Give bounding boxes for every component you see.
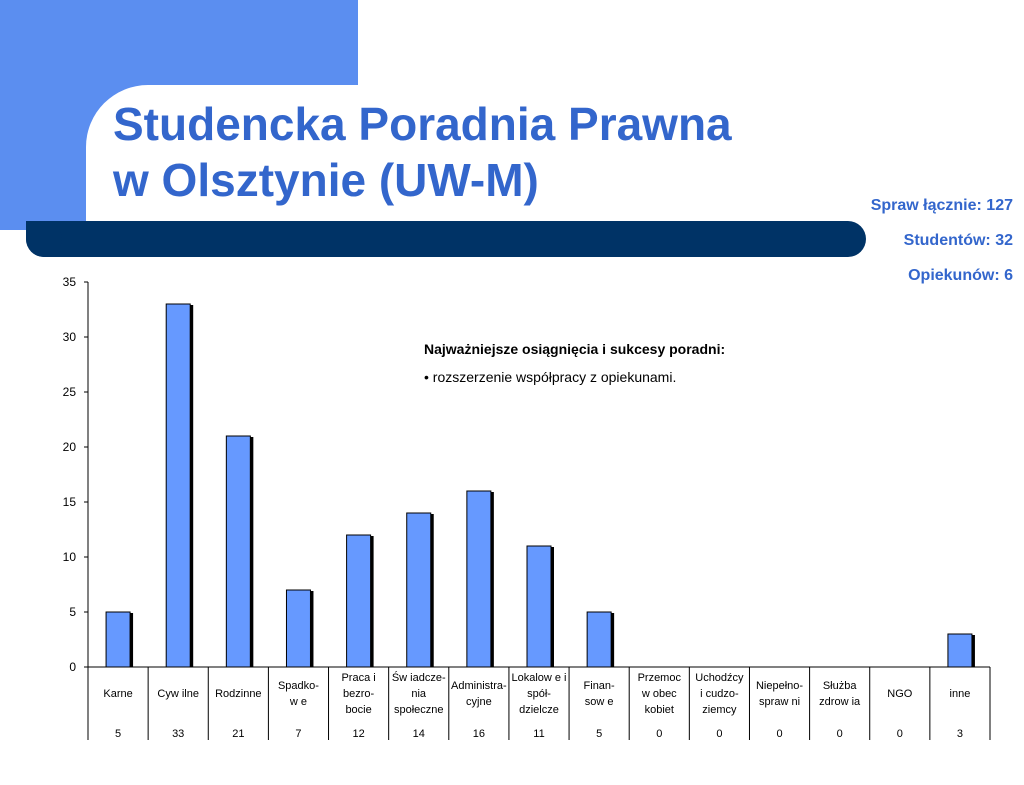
- stat-students: Studentów: 32: [903, 232, 1013, 249]
- data-table-value: 0: [716, 728, 722, 740]
- data-table-value: 12: [352, 728, 364, 740]
- bar: [346, 534, 372, 668]
- data-table-value: 16: [473, 728, 485, 740]
- category-label: zdrow ia: [819, 696, 861, 708]
- category-label: Spadko-: [278, 680, 319, 692]
- bar: [165, 303, 191, 668]
- y-tick-label: 5: [69, 605, 76, 619]
- category-label: cyjne: [466, 696, 492, 708]
- y-tick-label: 15: [63, 495, 77, 509]
- category-label: Karne: [103, 688, 132, 700]
- bar: [406, 512, 432, 668]
- stat-cases: Spraw łącznie: 127: [870, 197, 1013, 214]
- slide-title-line-1: Studencka Poradnia Prawna: [113, 98, 732, 150]
- y-tick-label: 20: [63, 440, 77, 454]
- category-label: spraw ni: [759, 696, 800, 708]
- category-label: Cyw ilne: [157, 688, 199, 700]
- category-label: nia: [411, 688, 427, 700]
- achievements-note: Najważniejsze osiągnięcia i sukcesy pora…: [424, 339, 725, 387]
- category-label: bocie: [345, 704, 371, 716]
- stats-box: Spraw łącznie: 127 Studentów: 32 Opiekun…: [871, 194, 1013, 299]
- category-label: Finan-: [584, 680, 616, 692]
- category-label: Administra-: [451, 680, 507, 692]
- data-table-value: 21: [232, 728, 244, 740]
- y-tick-label: 10: [63, 550, 77, 564]
- y-tick-label: 0: [69, 660, 76, 674]
- bar: [526, 545, 552, 668]
- achievements-item: • rozszerzenie współpracy z opiekunami.: [424, 369, 677, 385]
- bar: [466, 490, 492, 668]
- category-label: Praca i: [341, 672, 375, 684]
- category-label: Przemoc: [638, 672, 682, 684]
- data-table-value: 33: [172, 728, 184, 740]
- bar: [225, 435, 251, 668]
- y-tick-label: 35: [63, 275, 77, 289]
- data-table-value: 7: [295, 728, 301, 740]
- stat-supervisors: Opiekunów: 6: [908, 267, 1013, 284]
- category-label: w obec: [641, 688, 677, 700]
- category-label: Niepełno-: [756, 680, 803, 692]
- bar: [586, 611, 612, 668]
- category-label: Uchodźcy: [695, 672, 744, 684]
- category-label: Służba: [823, 680, 858, 692]
- data-table-value: 5: [115, 728, 121, 740]
- category-label: bezro-: [343, 688, 375, 700]
- data-table-value: 14: [413, 728, 425, 740]
- category-label: kobiet: [645, 704, 674, 716]
- slide-title: Studencka Poradnia Prawna w Olsztynie (U…: [113, 96, 732, 208]
- category-label: NGO: [887, 688, 913, 700]
- category-label: dzielcze: [519, 704, 559, 716]
- y-tick-label: 25: [63, 385, 77, 399]
- data-table-value: 11: [533, 728, 544, 740]
- bar: [947, 633, 973, 668]
- category-label: i cudzo-: [700, 688, 739, 700]
- category-label: ziemcy: [702, 704, 737, 716]
- category-label: w e: [289, 696, 307, 708]
- category-label: Lokalow e i: [511, 672, 566, 684]
- data-table-value: 5: [596, 728, 602, 740]
- y-tick-label: 30: [63, 330, 77, 344]
- bar: [285, 589, 311, 668]
- slide-title-line-2: w Olsztynie (UW-M): [113, 154, 539, 206]
- category-label: Św iadcze-: [392, 671, 446, 684]
- content-panel: [86, 85, 1024, 785]
- data-table-value: 0: [656, 728, 662, 740]
- achievements-heading: Najważniejsze osiągnięcia i sukcesy pora…: [424, 341, 726, 357]
- category-label: społeczne: [394, 704, 444, 716]
- category-label: inne: [950, 688, 971, 700]
- bar: [105, 611, 131, 668]
- category-label: Rodzinne: [215, 688, 261, 700]
- category-label: spół-: [527, 688, 551, 700]
- data-table-value: 0: [837, 728, 843, 740]
- data-table-value: 0: [776, 728, 782, 740]
- data-table-value: 3: [957, 728, 963, 740]
- category-label: sow e: [585, 696, 614, 708]
- title-underline-bar: [26, 221, 866, 257]
- data-table-value: 0: [897, 728, 903, 740]
